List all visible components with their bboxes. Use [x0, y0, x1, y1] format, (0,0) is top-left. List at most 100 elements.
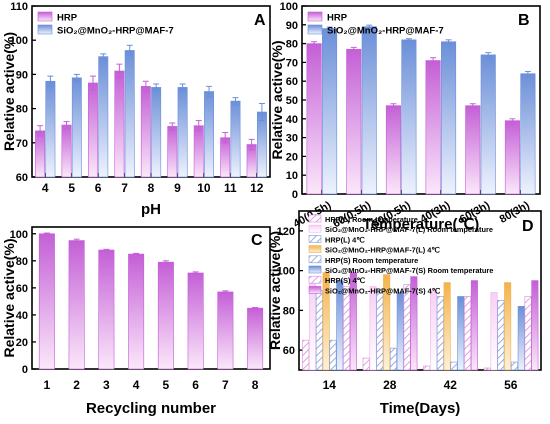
bar [464, 296, 472, 371]
bar [157, 261, 174, 370]
legend-swatch [308, 224, 322, 233]
y-tick-label: 50 [286, 95, 298, 107]
bar [510, 361, 518, 371]
legend-label: SiO₂@MnO₂-HRP@MAF-7(S) Room temperature [325, 266, 493, 275]
bar [68, 240, 85, 370]
legend-swatch [308, 255, 322, 264]
x-tick-label: 1 [44, 378, 51, 392]
bar [247, 307, 264, 370]
legend-label: HRP [327, 13, 348, 24]
bar [369, 286, 377, 371]
y-tick-label: 20 [286, 151, 298, 163]
y-tick-label: 0 [292, 189, 298, 201]
bar [383, 274, 391, 371]
x-tick-label: 4 [133, 378, 140, 392]
legend-swatch [308, 286, 322, 294]
y-tick-label: 40 [16, 310, 28, 322]
plot-frame [31, 226, 271, 370]
y-tick-label: 60 [283, 345, 295, 357]
legend-label: HRP [57, 13, 78, 24]
chart-panel-a: 60 70 80 90 100 110 4 5 6 7 8 9 10 11 12 pH Relative act… [1, 1, 271, 218]
y-tick-label: 100 [280, 1, 298, 13]
legend-label: HRP(S) Room temperature [325, 256, 418, 265]
bar [204, 91, 215, 178]
legend-swatch [307, 11, 323, 22]
y-tick-label: 60 [16, 283, 28, 295]
x-tick-label: 14 [323, 378, 337, 392]
legend-label: HRP(L) 4℃ [325, 235, 365, 244]
x-tick-label: 8 [252, 378, 259, 392]
bar [403, 284, 411, 371]
y-tick-label: 120 [277, 226, 295, 238]
x-tick-label: 12 [250, 181, 264, 195]
panel-letter: D [522, 218, 534, 235]
bar [349, 272, 357, 371]
y-tick-label: 80 [283, 305, 295, 317]
bar [151, 87, 162, 178]
bar [483, 367, 491, 371]
bar [220, 137, 231, 178]
y-axis-label: Relative active(%) [1, 32, 17, 151]
x-tick-label: 28 [383, 378, 397, 392]
bar [322, 28, 338, 195]
legend-swatch [37, 11, 53, 22]
bar [441, 41, 457, 195]
y-tick-label: 40 [286, 114, 298, 126]
bar [457, 296, 465, 371]
x-axis-label: pH [141, 201, 161, 218]
bar [140, 86, 151, 178]
y-tick-label: 80 [16, 256, 28, 268]
bar [385, 105, 401, 195]
bar [490, 292, 498, 371]
y-axis-label: Relative active(%) [1, 238, 17, 357]
bar [45, 80, 56, 178]
x-tick-label: 10 [197, 181, 211, 195]
bar [306, 43, 322, 195]
bar [504, 282, 512, 371]
bar [470, 280, 478, 371]
legend-label: SiO₂@MnO₂-HRP@MAF-7(L) 4℃ [325, 246, 440, 255]
bar [480, 54, 496, 195]
bar [230, 100, 241, 178]
bar [98, 249, 115, 370]
bar [187, 272, 204, 370]
bar [524, 296, 532, 371]
panel-letter: B [518, 12, 530, 29]
y-tick-label: 100 [10, 35, 28, 47]
y-tick-label: 30 [286, 133, 298, 145]
bar [343, 286, 351, 371]
bar [167, 126, 178, 178]
legend-swatch [37, 24, 53, 35]
x-tick-label: 7 [121, 181, 128, 195]
y-tick-label: 60 [16, 172, 28, 184]
plot-frame [298, 210, 542, 371]
bar [177, 87, 188, 178]
bar [217, 291, 234, 370]
x-axis-label: Temperature(℃) [363, 216, 480, 233]
bar [436, 296, 444, 371]
chart-panel-d: 60 80 100 120 14 28 42 56 Time(Days) Relative act… [267, 210, 542, 417]
bar [504, 120, 520, 195]
bar [389, 347, 397, 371]
bar [336, 280, 344, 371]
bar [61, 124, 72, 178]
chart-panel-c: 0 20 40 60 80 100 1 2 3 4 5 6 7 8 Recycling number Rela… [1, 226, 271, 417]
bar [443, 282, 451, 371]
x-tick-label: 11 [224, 181, 237, 195]
y-tick-label: 90 [16, 69, 28, 81]
bar [346, 48, 362, 195]
bar [361, 26, 377, 195]
legend-label: SiO₂@MnO₂-HRP@MAF-7(L) Room temperature [325, 225, 493, 234]
legend-swatch [308, 214, 322, 223]
x-tick-label: 8 [148, 181, 155, 195]
chart-panel-b: 010203040506070809010040(0.5h)60(0.5h)80… [269, 1, 541, 233]
legend-label: SiO₂@MnO₂-HRP@MAF-7 [57, 26, 174, 37]
legend-swatch [308, 245, 322, 253]
y-tick-label: 80 [286, 39, 298, 51]
x-tick-label: 6 [95, 181, 102, 195]
x-axis-label: Time(Days) [380, 400, 461, 417]
bar [87, 82, 98, 178]
y-tick-label: 60 [286, 76, 298, 88]
bar [98, 56, 109, 178]
